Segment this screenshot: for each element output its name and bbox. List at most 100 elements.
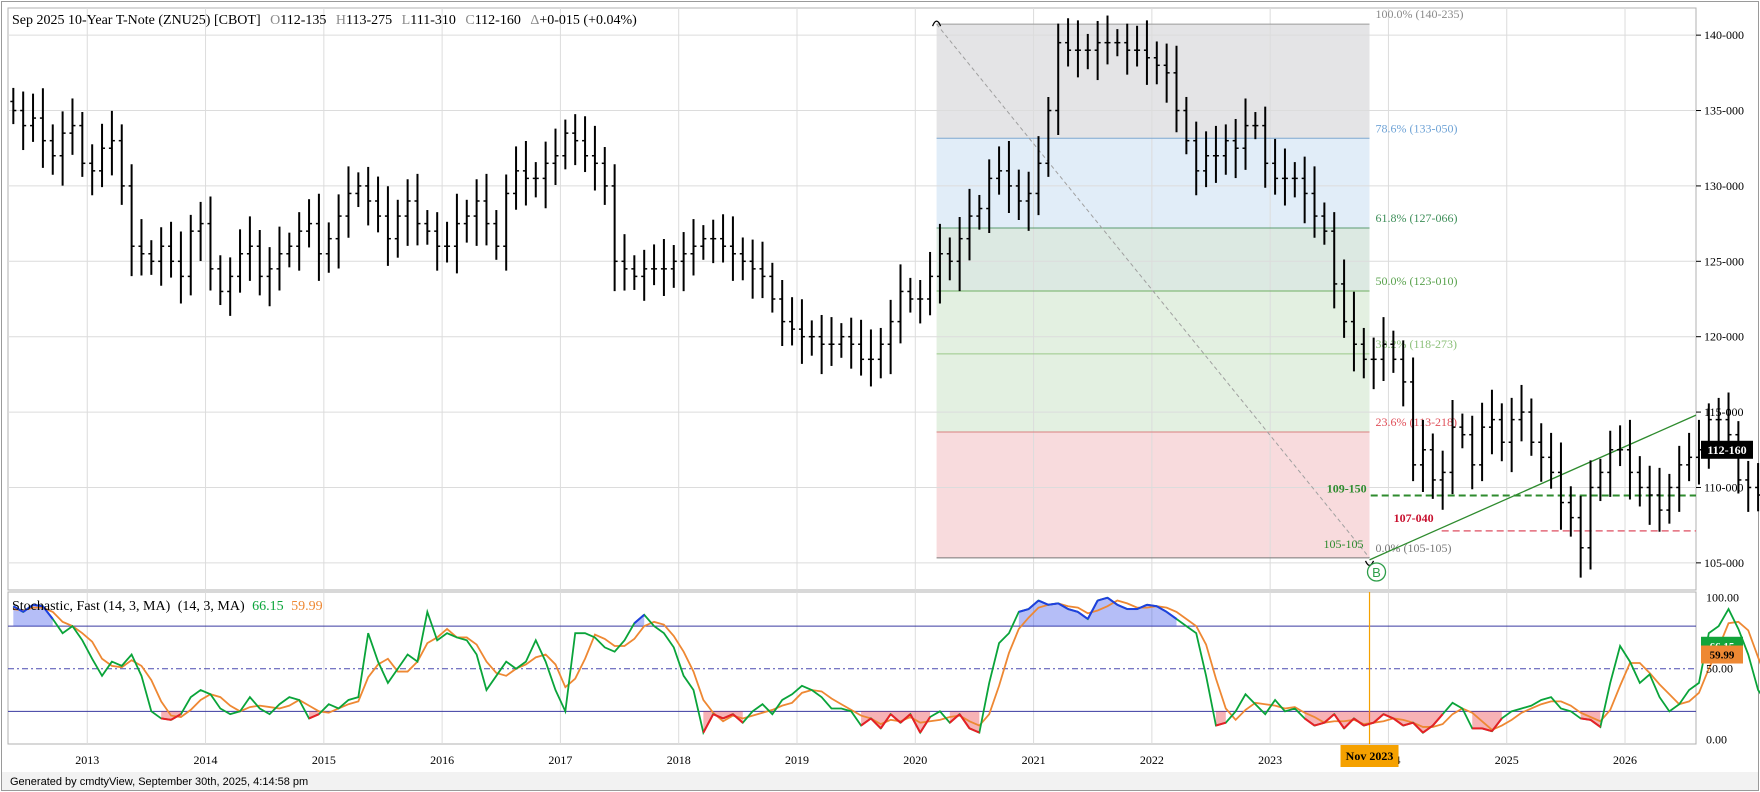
ohlc-bar [1370,337,1377,390]
stochastic-slow-tag [1701,645,1743,664]
stochastic-overbought-segment [42,605,54,620]
ohlc-bar [20,91,27,151]
ohlc-bar [1045,96,1052,177]
stochastic-oversold-segment [909,713,922,734]
ohlc-bar [108,110,115,176]
ohlc-bar [1597,458,1604,502]
ohlc-bar [818,314,825,375]
overbought-fill [13,604,53,627]
ohlc-bar [917,280,924,324]
ohlc-bar [1479,402,1486,482]
ohlc-bar [522,140,529,206]
ohlc-bar [542,141,549,209]
ohlc-bar [641,249,648,301]
ohlc-bar [1676,445,1683,512]
ohlc-bar [1331,212,1338,309]
ohlc-bar [1065,18,1072,67]
ohlc-bar [1459,413,1466,449]
ohlc-bar [503,174,510,271]
stochastic-oversold-segment [702,713,715,734]
ohlc-bar [1557,442,1564,530]
stochastic-oversold-segment [308,713,320,720]
stochastic-overbought-segment [1116,603,1128,610]
ohlc-bar [79,112,86,177]
ohlc-bar [394,199,401,258]
fibonacci-level-label: 50.0% (123-010) [1376,274,1458,288]
time-tick-label: 2013 [75,753,99,767]
ohlc-bar [552,128,559,186]
ohlc-bar [177,231,184,304]
ohlc-bar [651,244,658,286]
stochastic-oversold-segment [1422,724,1434,734]
time-tick-label: 2025 [1495,753,1519,767]
stochastic-overbought-segment [1038,599,1049,606]
ohlc-bar [759,241,766,299]
stochastic-oversold-segment [1481,727,1493,733]
stochastic-overbought-segment [32,603,44,608]
ohlc-bar [1301,156,1308,224]
fibonacci-level-label: 38.2% (118-273) [1376,337,1458,351]
stochastic-oversold-segment [1373,713,1385,724]
price-tick-label: 115-000 [1704,405,1744,419]
stochastic-oversold-segment [860,717,872,727]
ohlc-bar [1626,419,1633,500]
ohlc-bar [631,255,638,290]
oversold-fill [1215,711,1226,726]
fibonacci-level-label: 100.0% (140-235) [1376,7,1464,21]
ohlc-bar [207,196,214,291]
fibonacci-band [936,227,1370,292]
ohlc-bar [680,232,687,292]
ohlc-bar [473,179,480,246]
ohlc-bar [779,280,786,347]
fibonacci-level-label: 23.6% (113-218) [1376,415,1458,429]
ohlc-bar [69,98,76,155]
overbought-fill [1018,597,1177,627]
stochastic-oversold-segment [1363,721,1374,727]
stochastic-oversold-segment [1491,717,1503,732]
ohlc-bar [138,219,145,276]
time-cursor-label: Nov 2023 [1346,749,1394,763]
support-label-red: 107-040 [1394,511,1434,525]
ohlc-bar [444,221,451,263]
price-tick-label: 135-000 [1704,104,1744,118]
ohlc-bar [276,226,283,291]
ohlc-bar [1390,330,1397,373]
stochastic-oversold-segment [889,713,902,724]
time-tick-label: 2023 [1258,753,1282,767]
ohlc-bar [887,299,894,375]
ohlc-bar [306,199,313,248]
instrument-header: Sep 2025 10-Year T-Note (ZNU25) [CBOT] O… [12,13,637,28]
ohlc-bar [1291,162,1298,198]
price-tick-label: 105-000 [1704,556,1744,570]
b-marker-circle [1366,562,1387,582]
price-tick-label: 120-000 [1704,330,1744,344]
stochastic-overbought-segment [1027,599,1040,610]
ohlc-bar [660,238,667,296]
stochastic-oversold-segment [1383,713,1394,720]
ohlc-bar [1350,291,1357,372]
price-panel[interactable]: 100.0% (140-235) 78.6% (133-050) 61.8% (12… [7,7,1760,591]
ohlc-bar [1400,340,1407,407]
ohlc-bar [493,210,500,260]
ohlc-bar [49,124,56,175]
ohlc-bar [1607,430,1614,497]
time-tick-label: 2022 [1140,753,1164,767]
ohlc-bar [513,146,520,210]
ohlc-bar [1538,423,1545,482]
ohlc-bar [148,240,155,275]
time-tick-label: 2016 [430,753,454,767]
stochastic-oversold-segment [1304,717,1316,727]
ohlc-bar [1548,432,1555,489]
time-axis: 2013 2014 2015 2016 2017 2018 2019 2020 2021 2022… [75,745,1637,767]
ohlc-bar [1222,124,1229,175]
price-tick-label: 125-000 [1704,254,1744,268]
ohlc-bar [582,116,589,173]
ohlc-bar [1449,400,1456,495]
ohlc-bar [1015,169,1022,220]
ohlc-bar [217,255,224,306]
ohlc-bar [897,264,904,344]
ohlc-bar [404,179,411,246]
ohlc-bar [158,227,165,286]
ohlc-bar [128,164,135,277]
